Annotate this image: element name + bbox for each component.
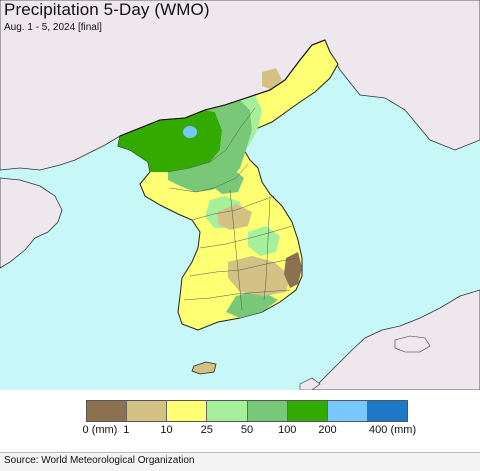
legend-tick-label: 10 xyxy=(160,424,173,436)
legend-swatch xyxy=(247,401,288,421)
legend-colorbar xyxy=(86,400,408,422)
legend-tick-label: 1 xyxy=(123,424,130,436)
precip-0-1-east xyxy=(284,252,302,288)
legend-swatch xyxy=(327,401,368,421)
precip-100-200-north xyxy=(118,110,222,172)
precip-1-10-center xyxy=(218,204,252,230)
legend-tick-label: 200 xyxy=(318,424,337,436)
precip-25-50-c xyxy=(248,226,280,256)
legend-swatch xyxy=(87,401,128,421)
legend-tick-label: 400 (mm) xyxy=(369,424,417,436)
precipitation-map xyxy=(0,0,480,390)
precip-1-10-north-east xyxy=(262,68,282,90)
land-outside-west xyxy=(0,177,63,269)
legend-swatch xyxy=(127,401,168,421)
legend-tick-label: 0 (mm) xyxy=(82,424,118,436)
legend-swatch xyxy=(207,401,248,421)
footer-bar xyxy=(0,452,480,471)
map-canvas xyxy=(0,0,480,390)
precip-25-50-a xyxy=(240,95,262,150)
legend-tick-label: 50 xyxy=(240,424,254,436)
precip-50-100-south xyxy=(226,290,278,318)
map-title: Precipitation 5-Day (WMO) xyxy=(4,0,210,19)
legend-swatch xyxy=(287,401,328,421)
province-boundaries xyxy=(167,107,297,311)
legend-tick-label: 25 xyxy=(200,424,213,436)
jeju-island xyxy=(191,361,217,375)
country-border xyxy=(119,39,326,137)
legend-tick-label: 100 xyxy=(278,424,297,436)
land-outside-japan-island xyxy=(394,335,431,353)
precip-1-10-south xyxy=(228,256,290,296)
legend-swatch xyxy=(367,401,407,421)
precip-50-100-mid xyxy=(212,168,244,194)
source-credit: Source: World Meteorological Organizatio… xyxy=(4,455,195,466)
precip-200-400-spot xyxy=(183,126,197,138)
land-outside-japan-island-2 xyxy=(299,377,321,390)
legend-swatch xyxy=(167,401,208,421)
map-subtitle: Aug. 1 - 5, 2024 [final] xyxy=(4,22,102,33)
